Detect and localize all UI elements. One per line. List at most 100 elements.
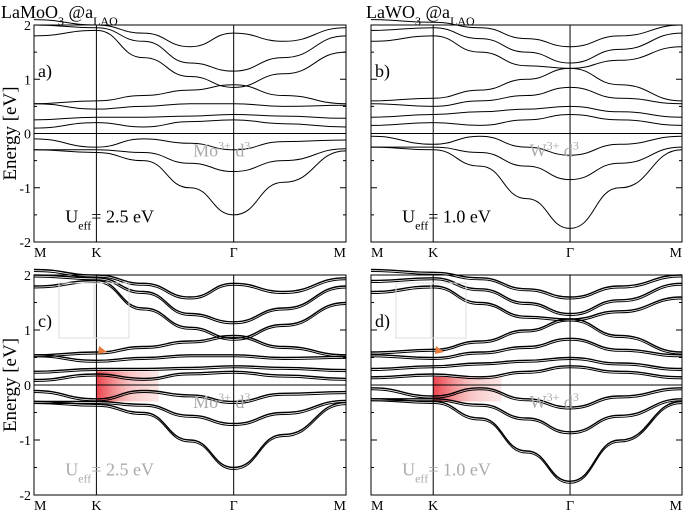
- panel-title: LaMoO3 @aLAO: [1, 2, 118, 28]
- highlight-region: [96, 371, 159, 402]
- xtick-label-3: M: [670, 246, 683, 261]
- ion-annotation-part-3: 3: [573, 138, 579, 152]
- ytick-label-2: 0: [24, 379, 31, 394]
- band-line-split-7: [33, 281, 347, 341]
- panel-title-part-2: @a: [421, 2, 450, 22]
- band-line-4: [33, 113, 347, 121]
- ueff-label: Ueff= 2.5 eV: [65, 207, 154, 233]
- band-line-8: [33, 24, 347, 72]
- band-line-2: [33, 138, 347, 151]
- ion-annotation-part-1: 3+: [218, 390, 231, 404]
- inset-pointer-arrow: [435, 346, 444, 354]
- panel-3: M K Γ Md) W3+ d3 Ueff= 1.0 eV: [370, 268, 683, 510]
- ion-annotation-part-3: 3: [244, 390, 250, 404]
- panel-title: LaWO3 @aLAO: [366, 2, 475, 28]
- ion-annotation-part-2: d: [231, 392, 245, 412]
- ueff-label-part-0: U: [65, 207, 78, 227]
- ion-annotation-part-2: d: [559, 140, 573, 160]
- ion-annotation: Mo3+ d3: [193, 390, 250, 412]
- ytick-label-4: 2: [24, 269, 31, 284]
- band-line-7: [33, 29, 347, 88]
- panel-label: a): [38, 61, 52, 82]
- ion-annotation-part-1: 3+: [547, 138, 560, 152]
- band-line-9: [370, 19, 683, 48]
- ion-annotation-part-0: Mo: [193, 392, 218, 412]
- band-line-5: [370, 337, 683, 359]
- band-line-0: [370, 146, 683, 229]
- ueff-label: Ueff= 1.0 eV: [402, 207, 491, 233]
- xtick-label-1: K: [91, 499, 101, 510]
- xtick-label-1: K: [91, 246, 101, 261]
- ytick-label-3: 1: [24, 73, 31, 88]
- y-axis-label: Energy [eV]: [0, 338, 21, 432]
- ytick-label-1: -1: [19, 182, 31, 197]
- band-line-5: [33, 103, 347, 110]
- ion-annotation-part-2: d: [231, 140, 245, 160]
- ueff-label: Ueff= 1.0 eV: [402, 459, 491, 485]
- xtick-label-0: M: [34, 499, 47, 510]
- band-line-3: [370, 365, 683, 378]
- xtick-label-0: M: [371, 246, 384, 261]
- ion-annotation: W3+ d3: [530, 390, 579, 412]
- band-line-9: [33, 19, 347, 48]
- panel-title-part-0: LaMoO: [1, 2, 58, 22]
- xtick-label-1: K: [428, 499, 438, 510]
- xtick-label-2: Γ: [230, 499, 238, 510]
- panel-title-part-3: LAO: [450, 14, 475, 28]
- ueff-label-part-1: eff: [78, 471, 91, 485]
- ion-annotation-part-3: 3: [244, 138, 250, 152]
- xtick-label-0: M: [34, 246, 47, 261]
- ytick-label-1: -1: [19, 434, 31, 449]
- band-line-8: [370, 27, 683, 64]
- band-line-8: [33, 274, 347, 323]
- xtick-label-0: M: [371, 499, 384, 510]
- ueff-label: Ueff= 2.5 eV: [65, 459, 154, 485]
- panel-title-part-3: LAO: [93, 14, 118, 28]
- band-line-1: [370, 146, 683, 181]
- band-line-0: [370, 398, 683, 483]
- xtick-label-3: M: [670, 499, 683, 510]
- ueff-label-part-2: = 1.0 eV: [428, 207, 491, 227]
- ueff-label-part-0: U: [402, 459, 415, 479]
- band-line-9: [370, 268, 683, 298]
- band-line-6: [370, 67, 683, 102]
- ion-annotation-part-0: W: [530, 140, 547, 160]
- panel-title-part-2: @a: [64, 2, 93, 22]
- y-axis-label: Energy [eV]: [0, 86, 21, 180]
- band-line-split-4: [370, 358, 683, 371]
- ueff-label-part-2: = 1.0 eV: [428, 459, 491, 479]
- ytick-label-0: -2: [19, 489, 31, 504]
- band-line-split-8: [33, 276, 347, 325]
- band-line-3: [33, 119, 347, 129]
- xtick-label-2: Γ: [566, 246, 574, 261]
- ytick-label-3: 1: [24, 324, 31, 339]
- xtick-label-3: M: [334, 499, 347, 510]
- ion-annotation-part-1: 3+: [547, 390, 560, 404]
- xtick-label-3: M: [334, 246, 347, 261]
- band-line-split-3: [370, 367, 683, 380]
- panel-title-part-1: 3: [58, 14, 64, 28]
- ion-annotation: Mo3+ d3: [193, 138, 250, 160]
- band-line-5: [370, 86, 683, 107]
- ueff-label-part-1: eff: [78, 219, 91, 233]
- ueff-label-part-1: eff: [415, 219, 428, 233]
- panel-title-part-0: LaWO: [366, 2, 415, 22]
- band-line-4: [370, 105, 683, 118]
- ion-annotation-part-2: d: [559, 392, 573, 412]
- band-line-3: [370, 113, 683, 126]
- ueff-label-part-0: U: [402, 207, 415, 227]
- ytick-label-0: -2: [19, 236, 31, 251]
- xtick-label-2: Γ: [566, 499, 574, 510]
- ytick-label-4: 2: [24, 19, 31, 34]
- ueff-label-part-1: eff: [415, 471, 428, 485]
- panel-label: b): [375, 61, 390, 82]
- ueff-label-part-2: = 2.5 eV: [91, 459, 154, 479]
- band-line-split-9: [33, 271, 347, 300]
- ion-annotation-part-3: 3: [573, 390, 579, 404]
- ion-annotation: W3+ d3: [530, 138, 579, 160]
- xtick-label-2: Γ: [230, 246, 238, 261]
